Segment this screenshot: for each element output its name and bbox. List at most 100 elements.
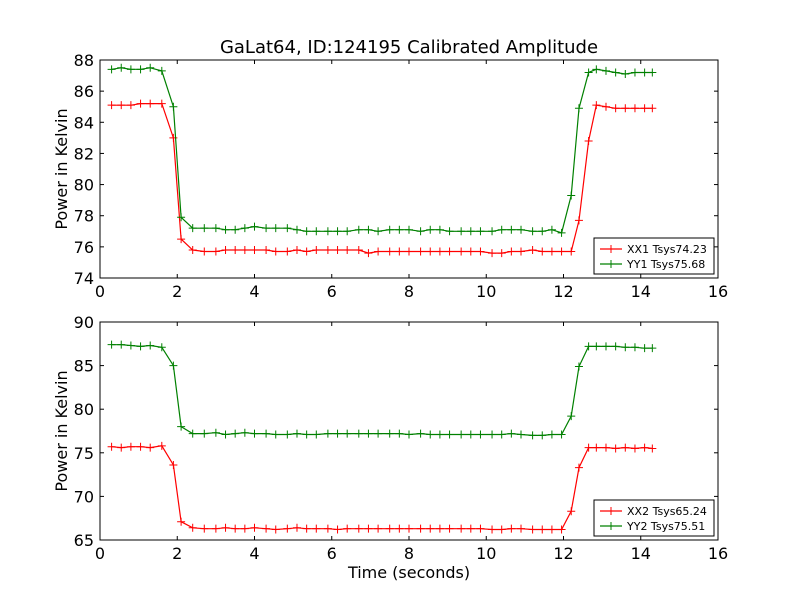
data-point [557, 525, 566, 534]
data-point [630, 343, 639, 352]
data-point [292, 429, 301, 438]
data-point [364, 524, 373, 533]
legend: XX1 Tsys74.23 YY1 Tsys75.68 [593, 237, 715, 275]
data-point [445, 247, 454, 256]
data-point [333, 245, 342, 254]
data-point [405, 524, 413, 533]
data-point [177, 517, 186, 526]
x-tick-label: 14 [631, 544, 651, 563]
data-point [283, 524, 292, 533]
data-point [648, 344, 657, 353]
data-point [385, 524, 394, 533]
x-tick-label: 16 [708, 544, 728, 563]
data-point [517, 430, 526, 439]
data-point [435, 430, 444, 439]
data-point [488, 430, 497, 439]
y-tick-label: 80 [74, 400, 94, 419]
data-point [188, 429, 197, 438]
data-point [231, 429, 240, 438]
data-point [200, 224, 209, 233]
data-point [136, 342, 145, 351]
x-tick-label: 10 [476, 282, 496, 301]
data-point [323, 524, 332, 533]
data-point [312, 227, 321, 236]
data-point [547, 247, 556, 256]
data-point [146, 341, 155, 350]
data-point [416, 429, 425, 438]
data-point [211, 428, 220, 437]
data-point [188, 224, 197, 233]
x-tick-label: 12 [553, 544, 573, 563]
data-point [507, 524, 516, 533]
data-point [426, 225, 435, 234]
data-point [211, 247, 220, 256]
data-point [354, 429, 363, 438]
data-point [157, 343, 166, 352]
data-point [621, 343, 630, 352]
data-point [385, 429, 394, 438]
data-point [476, 524, 485, 533]
data-point [200, 429, 209, 438]
legend-marker [607, 260, 615, 268]
data-point [333, 525, 342, 534]
data-point [476, 247, 485, 256]
figure-title: GaLat64, ID:124195 Calibrated Amplitude [220, 37, 598, 58]
legend-box [593, 237, 715, 275]
data-point [466, 247, 475, 256]
data-point [528, 245, 537, 254]
data-point [557, 247, 566, 256]
data-point [126, 442, 135, 451]
data-point [312, 430, 321, 439]
x-tick-label: 8 [404, 544, 414, 563]
data-point [497, 430, 506, 439]
x-tick-label: 6 [327, 544, 337, 563]
data-point [211, 524, 220, 533]
data-point [323, 429, 332, 438]
data-point [547, 225, 556, 234]
data-point [283, 247, 292, 256]
data-point [445, 524, 454, 533]
data-point [364, 249, 373, 258]
data-point [231, 524, 240, 533]
data-point [221, 523, 230, 532]
data-point [592, 65, 601, 74]
data-point [250, 523, 259, 532]
bottom-subplot: 0 2 4 6 8 10 12 14 16 65 70 75 80 85 90 Power in Kelvin… [52, 313, 728, 582]
data-point [117, 63, 126, 72]
data-point [497, 225, 506, 234]
data-point [240, 524, 249, 533]
y-tick-label: 78 [74, 207, 94, 226]
data-point [640, 443, 649, 452]
data-point [302, 227, 311, 236]
data-point [250, 429, 259, 438]
data-point [567, 191, 576, 200]
data-point [601, 342, 610, 351]
data-point [557, 228, 566, 237]
data-point [476, 430, 485, 439]
data-point [354, 225, 363, 234]
data-point [374, 524, 383, 533]
data-point [200, 247, 209, 256]
data-point [271, 525, 280, 534]
x-tick-label: 10 [476, 544, 496, 563]
data-point [488, 227, 497, 236]
data-point [457, 227, 466, 236]
data-point [630, 104, 639, 113]
data-point [640, 344, 649, 353]
data-point [169, 361, 178, 370]
data-point [416, 524, 425, 533]
legend-marker [607, 522, 615, 530]
data-point [157, 66, 166, 75]
data-point [567, 412, 576, 421]
data-point [211, 224, 220, 233]
data-point [292, 245, 301, 254]
data-point [528, 227, 537, 236]
data-point [240, 224, 249, 233]
data-point [584, 443, 593, 452]
data-point [136, 442, 145, 451]
data-point [333, 429, 342, 438]
y-tick-label: 70 [74, 487, 94, 506]
y-tick-label: 65 [74, 531, 94, 550]
data-point [364, 225, 373, 234]
